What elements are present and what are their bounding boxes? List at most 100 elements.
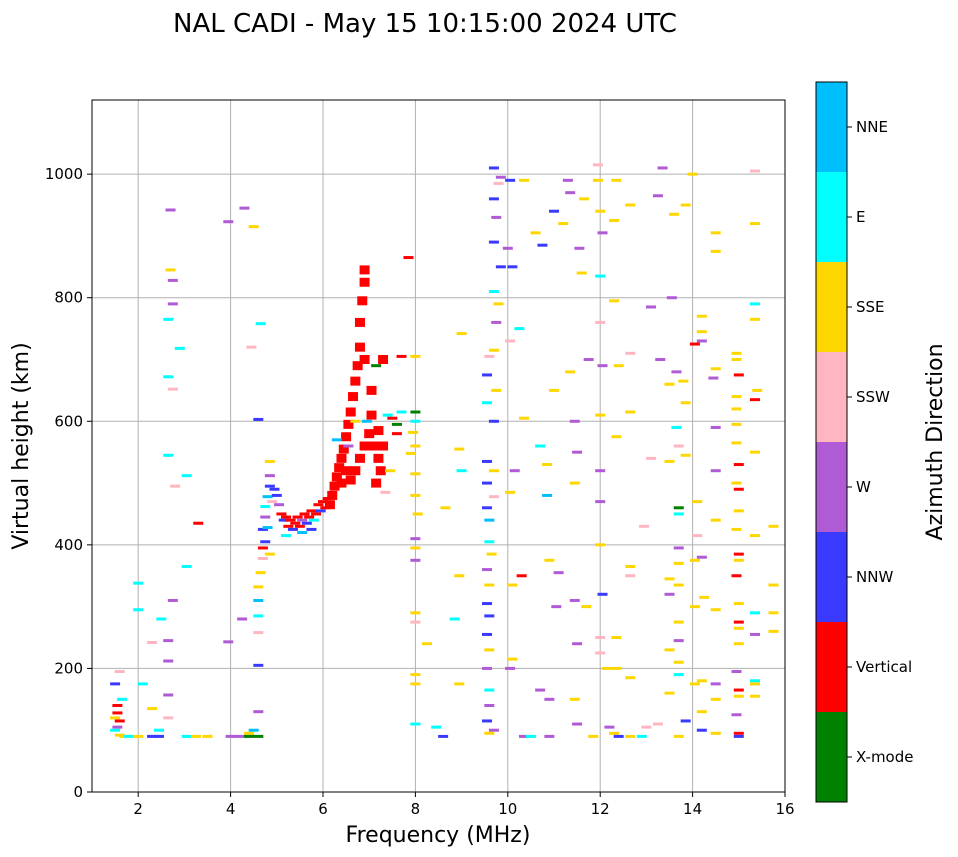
data-point (733, 552, 744, 556)
data-point (396, 410, 407, 414)
data-point (181, 734, 192, 738)
data-point (482, 602, 493, 606)
data-point (410, 419, 421, 423)
data-point (518, 734, 529, 738)
data-point (507, 265, 518, 269)
data-point (357, 296, 368, 306)
data-point (354, 453, 365, 463)
data-point (733, 620, 744, 624)
data-point (505, 490, 516, 494)
data-point (731, 670, 742, 674)
data-point (565, 191, 576, 195)
y-tick-label: 600 (54, 412, 83, 430)
data-point (731, 407, 742, 411)
data-point (482, 481, 493, 485)
data-point (253, 585, 264, 589)
data-point (456, 469, 467, 473)
data-point (170, 484, 181, 488)
data-point (163, 693, 174, 697)
data-point (507, 657, 518, 661)
data-point (137, 682, 148, 686)
data-point (525, 734, 536, 738)
data-point (671, 370, 682, 374)
colorbar-label: X-mode (856, 748, 913, 766)
data-point (327, 490, 338, 500)
data-point (287, 527, 298, 531)
data-point (731, 358, 742, 361)
data-point (673, 620, 684, 624)
data-point (348, 392, 359, 402)
data-point (482, 719, 493, 723)
colorbar-title: Azimuth Direction (923, 343, 948, 540)
y-tick-label: 1000 (45, 165, 83, 183)
data-point (597, 364, 608, 368)
data-point (595, 469, 606, 473)
data-point (308, 518, 319, 522)
colorbar-segment (816, 622, 847, 712)
data-point (696, 330, 707, 334)
data-point (595, 543, 606, 547)
data-point (710, 697, 721, 701)
data-point (664, 691, 675, 695)
data-point (493, 181, 504, 185)
data-point (315, 509, 326, 513)
data-point (611, 666, 622, 670)
data-point (324, 500, 335, 510)
data-point (338, 444, 349, 454)
data-point (733, 694, 744, 698)
data-point (733, 463, 744, 467)
data-point (257, 527, 268, 531)
data-point (153, 734, 164, 738)
data-point (569, 419, 580, 423)
data-point (749, 222, 760, 226)
data-point (253, 631, 264, 635)
data-point (318, 500, 328, 504)
data-point (329, 481, 340, 491)
data-point (311, 512, 322, 516)
data-point (147, 640, 158, 644)
data-point (710, 608, 721, 612)
data-point (768, 629, 779, 633)
data-point (595, 274, 606, 278)
colorbar-segment (816, 172, 847, 262)
data-point (507, 583, 518, 587)
data-point (248, 225, 259, 229)
data-point (484, 540, 495, 544)
data-point (410, 558, 421, 562)
data-point (484, 704, 495, 707)
data-point (733, 509, 744, 513)
data-point (673, 583, 684, 587)
colorbar-label: E (856, 208, 865, 226)
data-point (156, 617, 167, 621)
data-point (733, 642, 744, 646)
data-point (625, 734, 636, 738)
colorbar-segment (816, 532, 847, 622)
data-point (558, 222, 569, 226)
data-point (387, 416, 398, 420)
data-point (410, 682, 421, 686)
data-point (290, 521, 301, 525)
x-axis-label: Frequency (MHz) (346, 823, 531, 848)
data-point (572, 450, 583, 454)
data-point (731, 395, 742, 399)
data-point (366, 410, 377, 420)
data-point (163, 716, 174, 720)
data-point (673, 506, 684, 510)
data-point (689, 605, 700, 609)
data-point (710, 731, 721, 735)
data-point (350, 376, 361, 386)
data-point (276, 512, 287, 516)
data-point (190, 734, 201, 738)
data-point (549, 388, 559, 392)
data-point (412, 512, 423, 516)
data-point (569, 481, 580, 485)
data-point (123, 734, 134, 738)
data-point (673, 561, 684, 565)
data-point (768, 524, 779, 528)
data-point (153, 728, 164, 732)
data-point (234, 734, 245, 738)
data-point (749, 450, 760, 454)
data-point (202, 734, 213, 738)
data-point (343, 444, 354, 448)
data-point (482, 401, 493, 405)
